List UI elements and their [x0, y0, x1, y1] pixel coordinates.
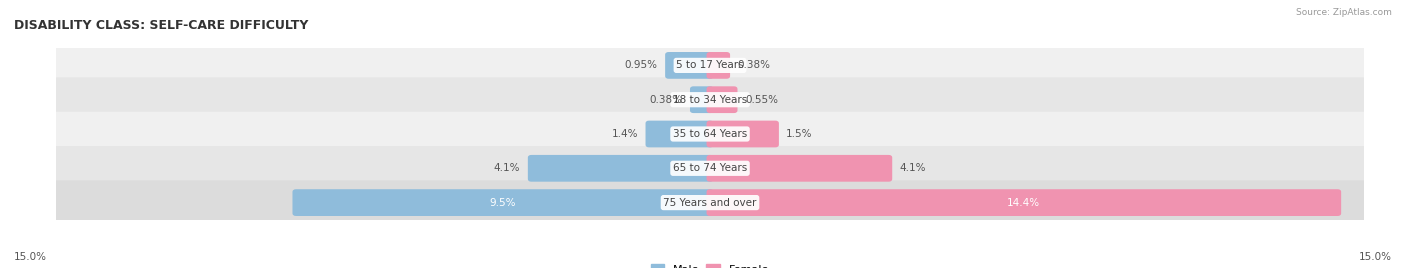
Text: 0.38%: 0.38% — [650, 95, 682, 105]
FancyBboxPatch shape — [49, 146, 1371, 191]
FancyBboxPatch shape — [527, 155, 713, 182]
FancyBboxPatch shape — [665, 52, 713, 79]
Text: 75 Years and over: 75 Years and over — [664, 198, 756, 208]
FancyBboxPatch shape — [645, 121, 713, 147]
FancyBboxPatch shape — [707, 121, 779, 147]
FancyBboxPatch shape — [707, 52, 730, 79]
Text: 9.5%: 9.5% — [489, 198, 516, 208]
Text: 4.1%: 4.1% — [900, 163, 927, 173]
Text: 1.5%: 1.5% — [786, 129, 813, 139]
Text: 15.0%: 15.0% — [14, 252, 46, 262]
Text: 5 to 17 Years: 5 to 17 Years — [676, 60, 744, 70]
Text: 0.55%: 0.55% — [745, 95, 778, 105]
FancyBboxPatch shape — [690, 86, 713, 113]
Text: DISABILITY CLASS: SELF-CARE DIFFICULTY: DISABILITY CLASS: SELF-CARE DIFFICULTY — [14, 19, 308, 32]
FancyBboxPatch shape — [49, 180, 1371, 225]
Text: 0.95%: 0.95% — [624, 60, 658, 70]
Text: Source: ZipAtlas.com: Source: ZipAtlas.com — [1296, 8, 1392, 17]
FancyBboxPatch shape — [707, 155, 893, 182]
Text: 1.4%: 1.4% — [612, 129, 638, 139]
Text: 4.1%: 4.1% — [494, 163, 520, 173]
FancyBboxPatch shape — [49, 112, 1371, 156]
Text: 15.0%: 15.0% — [1360, 252, 1392, 262]
FancyBboxPatch shape — [707, 189, 1341, 216]
Legend: Male, Female: Male, Female — [647, 260, 773, 268]
FancyBboxPatch shape — [49, 43, 1371, 88]
Text: 0.38%: 0.38% — [738, 60, 770, 70]
Text: 14.4%: 14.4% — [1007, 198, 1040, 208]
FancyBboxPatch shape — [707, 86, 738, 113]
FancyBboxPatch shape — [49, 77, 1371, 122]
Text: 18 to 34 Years: 18 to 34 Years — [673, 95, 747, 105]
Text: 65 to 74 Years: 65 to 74 Years — [673, 163, 747, 173]
FancyBboxPatch shape — [292, 189, 713, 216]
Text: 35 to 64 Years: 35 to 64 Years — [673, 129, 747, 139]
